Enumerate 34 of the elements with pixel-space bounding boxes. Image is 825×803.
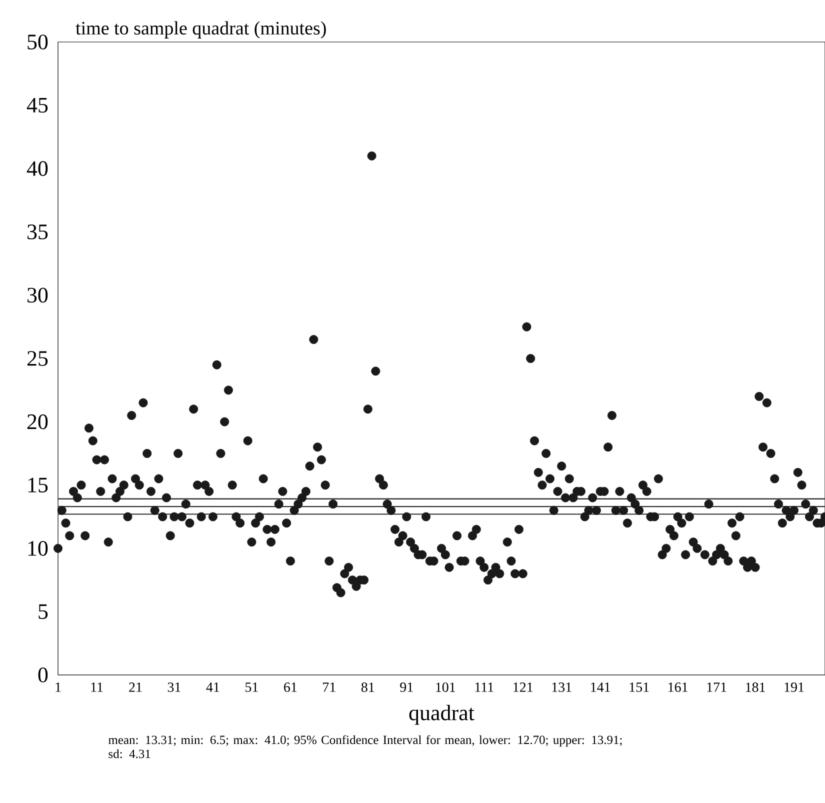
x-tick-label: 101 [436,682,456,692]
x-tick-label: 1 [56,682,61,692]
x-tick-label: 181 [746,682,765,692]
y-tick-label: 45 [26,98,48,113]
x-axis-title: quadrat [409,704,474,725]
x-tick-label: 151 [630,682,649,692]
y-axis-title: time to sample quadrat (minutes) [76,21,326,38]
x-tick-label: 91 [400,682,413,692]
x-tick-label: 31 [168,682,180,692]
x-tick-label: 11 [91,682,103,692]
x-tick-label: 161 [668,682,688,692]
y-tick-label: 20 [27,414,48,430]
x-tick-label: 111 [475,682,494,692]
x-tick-label: 171 [707,682,726,692]
y-tick-label: 35 [28,224,48,240]
y-tick-label: 0 [38,668,48,682]
x-tick-label: 71 [323,682,336,692]
x-tick-label: 51 [246,682,258,692]
x-tick-label: 121 [514,682,533,692]
y-tick-label: 50 [28,34,48,50]
x-tick-label: 141 [591,682,610,692]
x-tick-label: 191 [784,682,804,692]
x-tick-label: 131 [552,682,572,692]
x-tick-label: 61 [284,682,297,692]
y-tick-label: 15 [28,478,48,492]
x-tick-label: 81 [361,682,374,692]
y-tick-label: 10 [28,540,48,556]
text: mean: 13.31; min: 6.5; max: 41.0; 95% Confidence Interval for mean, lower: 12.70; upper: 13.91; sd: 4.31 [108,735,622,758]
y-tick-label: 25 [27,351,48,366]
y-tick-label: 30 [28,288,48,303]
y-tick-label: 40 [26,161,48,176]
x-tick-label: 21 [129,682,142,692]
x-tick-label: 41 [206,682,220,692]
y-tick-label: 5 [38,604,48,619]
